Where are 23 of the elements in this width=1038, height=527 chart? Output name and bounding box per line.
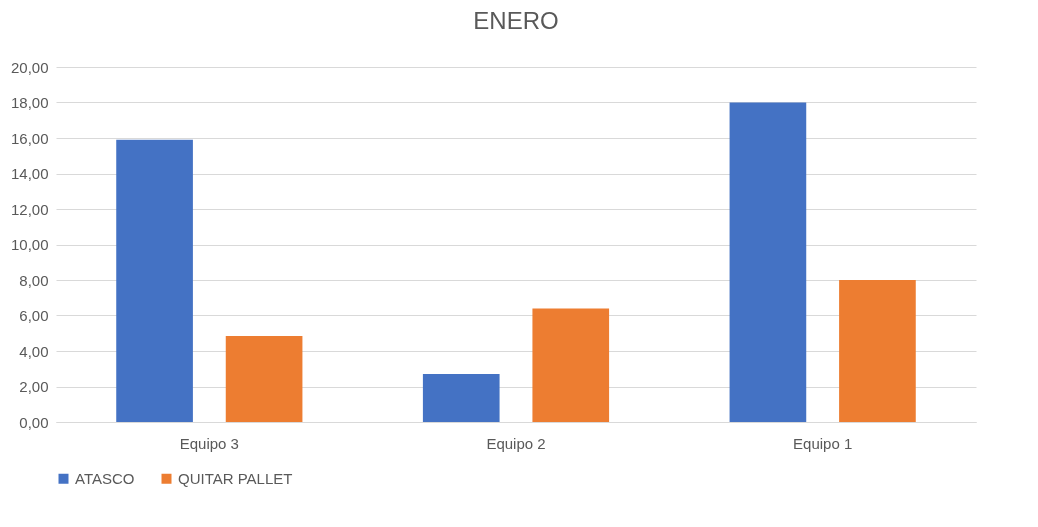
x-tick-label: Equipo 1 [793,434,853,452]
y-tick-label: 18,00 [10,94,49,111]
y-tick-label: 2,00 [19,378,49,395]
y-tick-label: 8,00 [19,271,49,289]
chart-title: ENERO [473,7,559,34]
bar [729,102,807,422]
bar [532,308,610,422]
bar [116,139,193,422]
y-tick-label: 14,00 [10,165,49,182]
y-tick-label: 0,00 [19,413,49,431]
x-tick-label: Equipo 3 [179,434,239,452]
bar [225,335,303,422]
y-tick-label: 4,00 [19,342,49,360]
y-tick-label: 12,00 [10,200,49,218]
bar [839,280,916,422]
y-tick-label: 6,00 [19,307,49,324]
legend-label: QUITAR PALLET [178,469,293,487]
y-tick-label: 20,00 [10,58,49,76]
y-tick-label: 10,00 [10,236,49,253]
legend-label: ATASCO [75,469,135,487]
bar [422,374,500,422]
x-tick-label: Equipo 2 [486,434,546,452]
y-tick-label: 16,00 [10,129,49,147]
